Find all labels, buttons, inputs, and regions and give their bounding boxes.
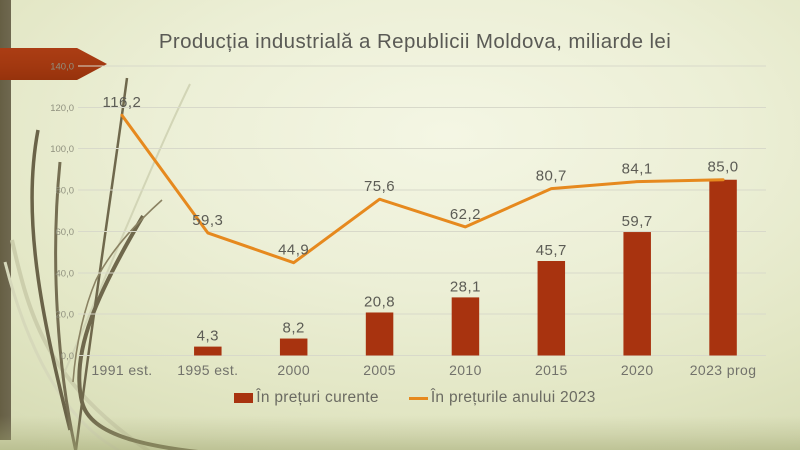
line-series-swatch xyxy=(408,396,428,400)
category-label: 2000 xyxy=(277,362,310,378)
y-axis-tick-label: 60,0 xyxy=(56,227,75,238)
y-axis-tick-label: 0,0 xyxy=(61,351,74,362)
bar xyxy=(451,297,480,356)
bar-value-label: 45,7 xyxy=(536,242,567,259)
slide-title: Producția industrială a Republicii Moldo… xyxy=(158,30,672,53)
category-label: 2005 xyxy=(363,362,396,378)
legend-label-current-prices: În prețuri curente xyxy=(256,389,379,406)
bar-value-label: 4,3 xyxy=(197,328,219,345)
category-label: 2020 xyxy=(621,362,654,378)
y-axis-tick-label: 20,0 xyxy=(56,310,75,321)
bar-series-swatch xyxy=(234,393,254,403)
legend-item-2023-prices: În prețurile anului 2023 xyxy=(408,389,596,407)
y-axis-tick-label: 80,0 xyxy=(56,186,75,197)
line-value-label: 85,0 xyxy=(707,159,738,176)
bar xyxy=(709,179,737,356)
category-label: 1991 est. xyxy=(91,362,152,378)
y-axis-tick-label: 40,0 xyxy=(56,268,75,279)
legend-item-current-prices: În prețuri curente xyxy=(234,389,379,407)
bar-value-label: 59,7 xyxy=(622,213,653,230)
category-label: 1995 est. xyxy=(177,362,238,378)
bar-value-label: 20,8 xyxy=(364,293,395,310)
line-value-label: 116,2 xyxy=(102,94,141,111)
bottom-gradient-band xyxy=(0,416,800,450)
bar-value-label: 28,1 xyxy=(450,278,481,295)
chart-legend: În prețuri curente În prețurile anului 2… xyxy=(30,385,800,411)
bar-value-label: 8,2 xyxy=(283,320,305,337)
bar xyxy=(279,338,308,356)
bar xyxy=(365,312,394,356)
y-axis-tick-label: 120,0 xyxy=(50,103,74,114)
trend-line xyxy=(120,113,725,265)
bar xyxy=(623,232,651,356)
line-value-label: 59,3 xyxy=(192,212,223,229)
line-value-label: 75,6 xyxy=(364,178,395,195)
legend-label-2023-prices: În prețurile anului 2023 xyxy=(430,389,596,406)
category-label: 2015 xyxy=(535,362,568,378)
bar xyxy=(537,260,566,356)
line-value-label: 84,1 xyxy=(622,161,653,178)
y-axis-tick-label: 100,0 xyxy=(50,144,74,155)
line-value-label: 62,2 xyxy=(450,206,481,223)
category-label: 2010 xyxy=(449,362,482,378)
y-axis-tick-label: 140,0 xyxy=(50,62,74,73)
line-value-label: 44,9 xyxy=(278,242,309,259)
line-value-label: 80,7 xyxy=(536,168,567,185)
left-edge-bar xyxy=(0,0,11,440)
bar xyxy=(194,346,222,356)
category-label: 2023 prog xyxy=(690,362,757,378)
